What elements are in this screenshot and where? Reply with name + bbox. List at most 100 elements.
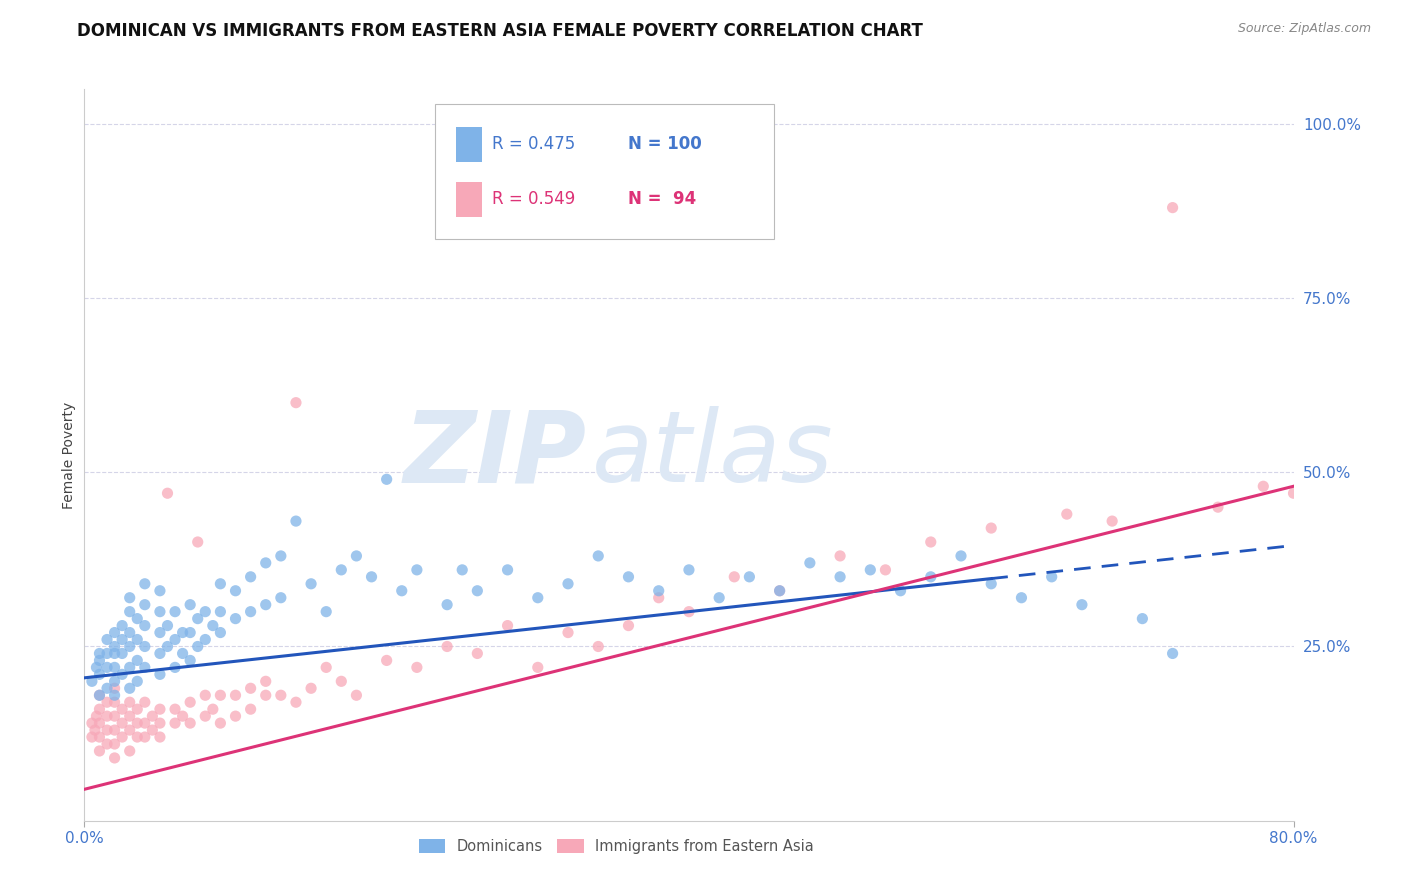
Point [156,486,179,500]
Point [141,723,163,737]
Point [134,716,156,731]
Point [678,605,700,619]
Point [1282,486,1305,500]
Point [588,549,610,563]
Point [1071,598,1094,612]
Text: DOMINICAN VS IMMIGRANTS FROM EASTERN ASIA FEMALE POVERTY CORRELATION CHART: DOMINICAN VS IMMIGRANTS FROM EASTERN ASI… [77,22,924,40]
Point [134,618,156,632]
Point [127,632,149,647]
Point [104,709,127,723]
Point [859,563,882,577]
Point [527,660,550,674]
Point [830,570,852,584]
Point [104,660,127,674]
Point [172,625,194,640]
Point [141,709,163,723]
Point [96,709,118,723]
Point [111,716,134,731]
Point [149,667,172,681]
Bar [456,182,482,218]
Point [172,709,194,723]
Point [187,535,209,549]
Point [96,695,118,709]
Point [346,688,368,702]
Point [149,716,172,731]
Point [467,583,489,598]
Point [270,688,292,702]
Point [187,612,209,626]
Point [201,618,224,632]
Point [165,660,187,674]
Point [111,667,134,681]
Point [127,653,149,667]
Point [254,556,277,570]
Point [406,660,429,674]
Point [104,647,127,661]
Point [89,688,111,702]
Point [104,688,127,702]
Point [165,702,187,716]
Point [254,674,277,689]
Point [588,640,610,654]
Point [330,563,353,577]
Point [118,625,141,640]
Point [769,583,792,598]
Point [80,730,103,744]
Point [104,723,127,737]
Point [496,618,519,632]
Text: N =  94: N = 94 [628,190,697,208]
Point [179,716,201,731]
Text: ZIP: ZIP [404,407,586,503]
Point [104,625,127,640]
Point [165,632,187,647]
Point [127,716,149,731]
Point [527,591,550,605]
Point [391,583,413,598]
Point [156,640,179,654]
Point [134,598,156,612]
Point [209,625,232,640]
Point [436,640,458,654]
Point [239,702,262,716]
Point [1343,479,1365,493]
Point [149,730,172,744]
Point [179,625,201,640]
Point [254,688,277,702]
Point [111,632,134,647]
Point [86,660,108,674]
Point [111,730,134,744]
Point [118,640,141,654]
Point [134,576,156,591]
Point [1056,507,1078,521]
Point [96,737,118,751]
Point [96,681,118,696]
Point [118,660,141,674]
Point [1161,201,1184,215]
Point [165,716,187,731]
Point [557,576,579,591]
Point [360,570,382,584]
Point [375,472,398,486]
Point [201,702,224,716]
Text: atlas: atlas [592,407,834,503]
Point [406,563,429,577]
Point [149,625,172,640]
Point [149,583,172,598]
Point [89,744,111,758]
Point [209,576,232,591]
Point [80,674,103,689]
Point [875,563,897,577]
Point [496,563,519,577]
Point [617,570,640,584]
Point [738,570,761,584]
Point [209,688,232,702]
Point [375,653,398,667]
Point [209,605,232,619]
Point [1011,591,1033,605]
Point [436,598,458,612]
Point [920,570,942,584]
Point [1313,466,1336,480]
Point [239,681,262,696]
Point [118,681,141,696]
Point [648,591,671,605]
